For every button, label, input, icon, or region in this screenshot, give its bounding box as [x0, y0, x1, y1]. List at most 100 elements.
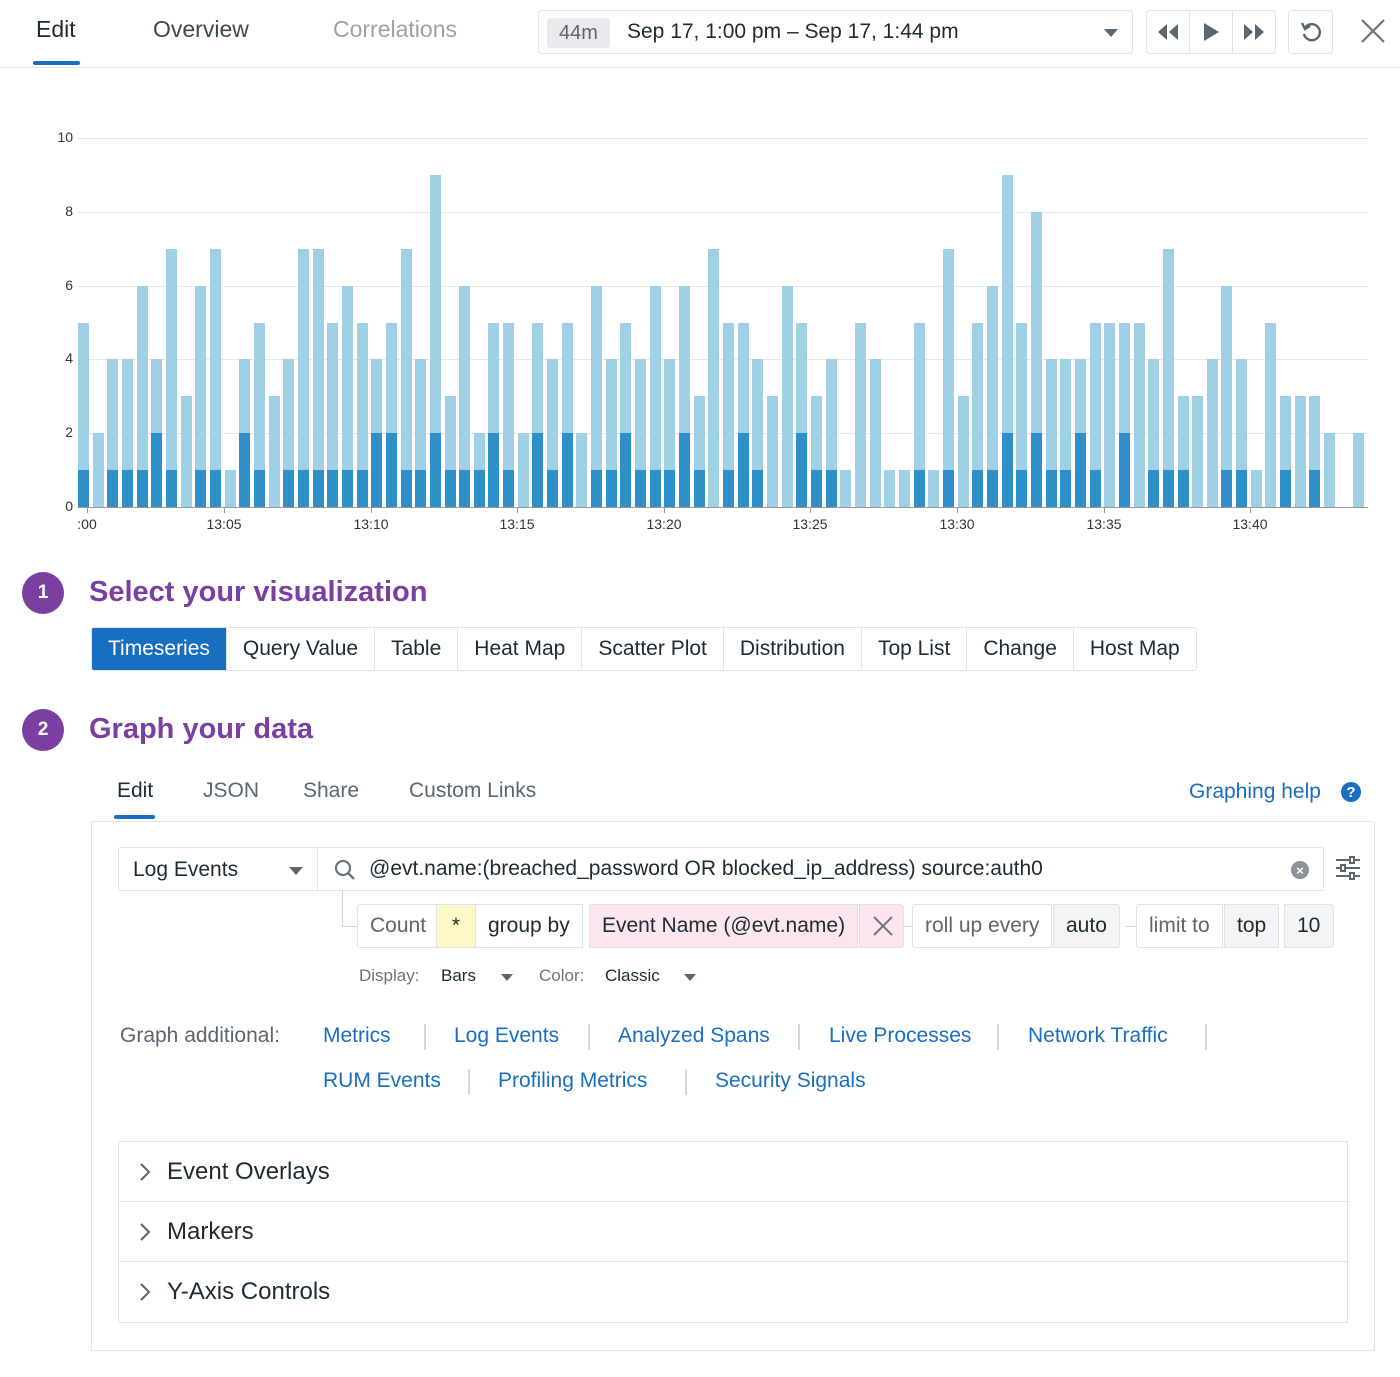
chart-bar[interactable]	[385, 322, 397, 507]
fast-forward-button[interactable]	[1233, 11, 1275, 53]
add-live-processes-link[interactable]: Live Processes	[829, 1024, 972, 1047]
chart-bar[interactable]	[253, 322, 265, 507]
chart-bar[interactable]	[1280, 396, 1292, 507]
viz-option-change[interactable]: Change	[967, 628, 1074, 670]
search-query-input[interactable]: @evt.name:(breached_password OR blocked_…	[317, 847, 1324, 891]
chart-bar[interactable]	[107, 359, 119, 507]
chart-bar[interactable]	[356, 322, 368, 507]
chart-bar[interactable]	[415, 359, 427, 507]
add-profiling-metrics-link[interactable]: Profiling Metrics	[498, 1069, 648, 1092]
chart-bar[interactable]	[898, 470, 910, 507]
chart-bar[interactable]	[1030, 211, 1042, 507]
add-security-signals-link[interactable]: Security Signals	[715, 1069, 866, 1092]
chart-bar[interactable]	[591, 285, 603, 507]
chart-bar[interactable]	[825, 359, 837, 507]
chart-bar[interactable]	[576, 433, 588, 507]
chart-bar[interactable]	[151, 359, 163, 507]
chart-bar[interactable]	[1060, 359, 1072, 507]
chart-bar[interactable]	[297, 248, 309, 507]
chart-bar[interactable]	[283, 359, 295, 507]
chart-bar[interactable]	[136, 285, 148, 507]
subtab-edit[interactable]: Edit	[117, 779, 154, 802]
chart-bar[interactable]	[1104, 322, 1116, 507]
data-source-select[interactable]: Log Events	[118, 847, 318, 891]
chart-bar[interactable]	[1045, 359, 1057, 507]
chart-bar[interactable]	[723, 322, 735, 507]
chart-bar[interactable]	[1236, 359, 1248, 507]
chart-bar[interactable]	[459, 285, 471, 507]
chart-bar[interactable]	[561, 322, 573, 507]
chart-bar[interactable]	[1016, 322, 1028, 507]
chart-bar[interactable]	[781, 285, 793, 507]
add-log-events-link[interactable]: Log Events	[454, 1024, 560, 1047]
chart-bar[interactable]	[1177, 396, 1189, 507]
chart-bar[interactable]	[121, 359, 133, 507]
chart-bar[interactable]	[928, 470, 940, 507]
chart-bar[interactable]	[312, 248, 324, 507]
color-select[interactable]: Classic	[605, 966, 660, 985]
add-analyzed-spans-link[interactable]: Analyzed Spans	[618, 1024, 770, 1047]
chart-bar[interactable]	[503, 322, 515, 507]
chart-bar[interactable]	[429, 174, 441, 507]
chart-bar[interactable]	[679, 285, 691, 507]
tab-edit[interactable]: Edit	[36, 16, 76, 42]
chart-bar[interactable]	[1250, 470, 1262, 507]
chart-bar[interactable]	[473, 433, 485, 507]
chart-bar[interactable]	[708, 248, 720, 507]
add-network-traffic-link[interactable]: Network Traffic	[1028, 1024, 1168, 1047]
chart-bar[interactable]	[869, 359, 881, 507]
chart-bar[interactable]	[767, 396, 779, 507]
chart-bar[interactable]	[209, 248, 221, 507]
chart-bar[interactable]	[1001, 174, 1013, 507]
viz-option-distribution[interactable]: Distribution	[723, 628, 862, 670]
chart-bar[interactable]	[532, 322, 544, 507]
chart-bar[interactable]	[1089, 322, 1101, 507]
viz-option-timeseries[interactable]: Timeseries	[92, 628, 227, 670]
chart-bar[interactable]	[693, 396, 705, 507]
chart-bar[interactable]	[649, 285, 661, 507]
chart-bar[interactable]	[913, 322, 925, 507]
chart-bar[interactable]	[752, 359, 764, 507]
chart-bar[interactable]	[854, 322, 866, 507]
chart-bar[interactable]	[547, 359, 559, 507]
limit-order-select[interactable]: top	[1224, 904, 1280, 948]
accordion-markers[interactable]: Markers	[119, 1202, 1347, 1262]
chart-bar[interactable]	[1074, 359, 1086, 507]
reset-button[interactable]	[1288, 10, 1333, 54]
chart-bar[interactable]	[1118, 322, 1130, 507]
chart-bar[interactable]	[195, 285, 207, 507]
rollup-value-select[interactable]: auto	[1053, 904, 1120, 948]
add-rum-events-link[interactable]: RUM Events	[323, 1069, 441, 1092]
subtab-share[interactable]: Share	[303, 779, 360, 802]
subtab-json[interactable]: JSON	[203, 779, 260, 802]
query-options-icon[interactable]	[1335, 856, 1361, 880]
viz-option-top-list[interactable]: Top List	[861, 628, 968, 670]
chart-bar[interactable]	[78, 322, 89, 507]
chart-bar[interactable]	[796, 322, 808, 507]
add-metrics-link[interactable]: Metrics	[323, 1024, 391, 1047]
graphing-help-link[interactable]: Graphing help	[1189, 780, 1321, 803]
chart-bar[interactable]	[1162, 248, 1174, 507]
chart-bar[interactable]	[811, 396, 822, 507]
display-select[interactable]: Bars	[441, 966, 476, 985]
chart-bar[interactable]	[180, 396, 192, 507]
chart-bar[interactable]	[444, 396, 456, 507]
clear-query-icon[interactable]: ×	[1291, 861, 1309, 879]
chart-bar[interactable]	[840, 470, 852, 507]
subtab-custom-links[interactable]: Custom Links	[409, 779, 537, 802]
chart-bar[interactable]	[341, 285, 353, 507]
chart-bar[interactable]	[635, 359, 647, 507]
viz-option-scatter-plot[interactable]: Scatter Plot	[582, 628, 724, 670]
viz-option-query-value[interactable]: Query Value	[226, 628, 376, 670]
chart-bar[interactable]	[517, 433, 529, 507]
tab-overview[interactable]: Overview	[153, 16, 249, 42]
remove-group-by-button[interactable]	[859, 904, 904, 948]
chart-bar[interactable]	[986, 285, 998, 507]
chart-bar[interactable]	[1133, 322, 1145, 507]
chart-bar[interactable]	[1221, 285, 1233, 507]
chart-bar[interactable]	[327, 322, 339, 507]
chart-bar[interactable]	[224, 470, 236, 507]
chart-bar[interactable]	[239, 359, 251, 507]
limit-value-input[interactable]: 10	[1284, 904, 1334, 948]
chart-bar[interactable]	[268, 396, 280, 507]
